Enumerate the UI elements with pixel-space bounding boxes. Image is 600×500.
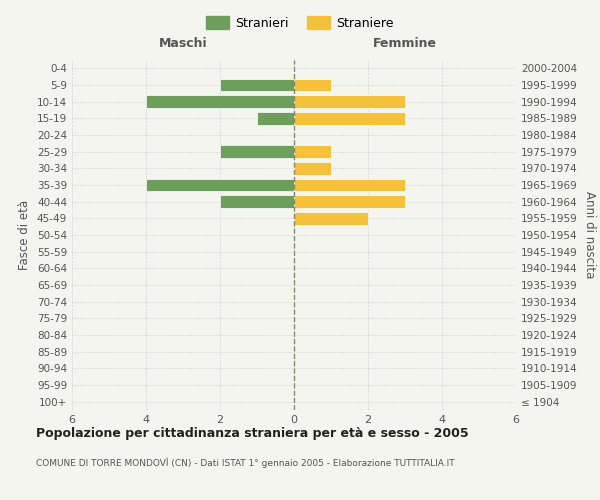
Bar [220, 196, 294, 208]
Bar [146, 96, 294, 108]
Bar [294, 212, 368, 224]
Text: Maschi: Maschi [158, 37, 208, 50]
Bar [294, 162, 331, 174]
Bar [294, 196, 405, 208]
Bar [220, 146, 294, 158]
Text: Popolazione per cittadinanza straniera per età e sesso - 2005: Popolazione per cittadinanza straniera p… [36, 428, 469, 440]
Legend: Stranieri, Straniere: Stranieri, Straniere [202, 11, 398, 35]
Bar [294, 79, 331, 92]
Text: Femmine: Femmine [373, 37, 437, 50]
Bar [146, 179, 294, 192]
Bar [257, 112, 294, 124]
Bar [294, 96, 405, 108]
Bar [294, 179, 405, 192]
Y-axis label: Fasce di età: Fasce di età [19, 200, 31, 270]
Bar [294, 146, 331, 158]
Bar [294, 112, 405, 124]
Y-axis label: Anni di nascita: Anni di nascita [583, 192, 596, 278]
Text: COMUNE DI TORRE MONDOVÌ (CN) - Dati ISTAT 1° gennaio 2005 - Elaborazione TUTTITA: COMUNE DI TORRE MONDOVÌ (CN) - Dati ISTA… [36, 458, 455, 468]
Bar [220, 79, 294, 92]
